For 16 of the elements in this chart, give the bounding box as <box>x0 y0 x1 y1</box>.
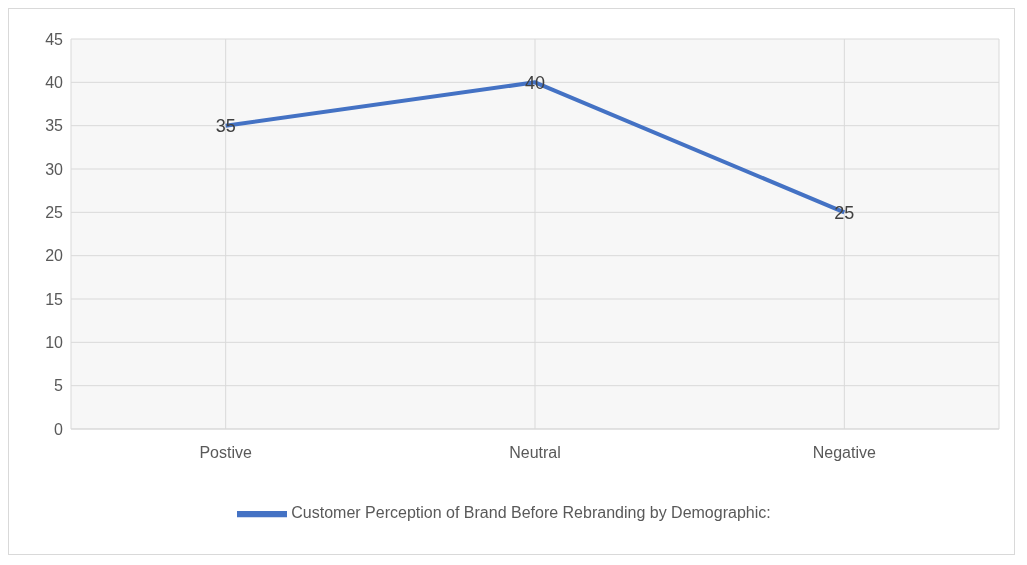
y-tick-label: 5 <box>54 377 64 395</box>
data-label: 35 <box>215 116 236 137</box>
x-tick-label: Neutral <box>509 444 561 462</box>
legend-label: Customer Perception of Brand Before Rebranding by Demographic: <box>291 504 771 522</box>
y-tick-label: 40 <box>45 74 64 92</box>
data-label: 25 <box>834 202 855 223</box>
y-tick-label: 20 <box>45 247 64 265</box>
x-tick-label: Negative <box>812 444 877 462</box>
y-tick-label: 25 <box>45 204 64 222</box>
y-tick-label: 35 <box>45 117 64 135</box>
y-tick-label: 0 <box>54 420 64 438</box>
y-tick-label: 45 <box>45 30 64 48</box>
y-tick-label: 15 <box>45 290 64 308</box>
x-tick-label: Postive <box>199 444 252 462</box>
y-tick-label: 30 <box>45 160 64 178</box>
y-tick-label: 10 <box>45 334 64 352</box>
